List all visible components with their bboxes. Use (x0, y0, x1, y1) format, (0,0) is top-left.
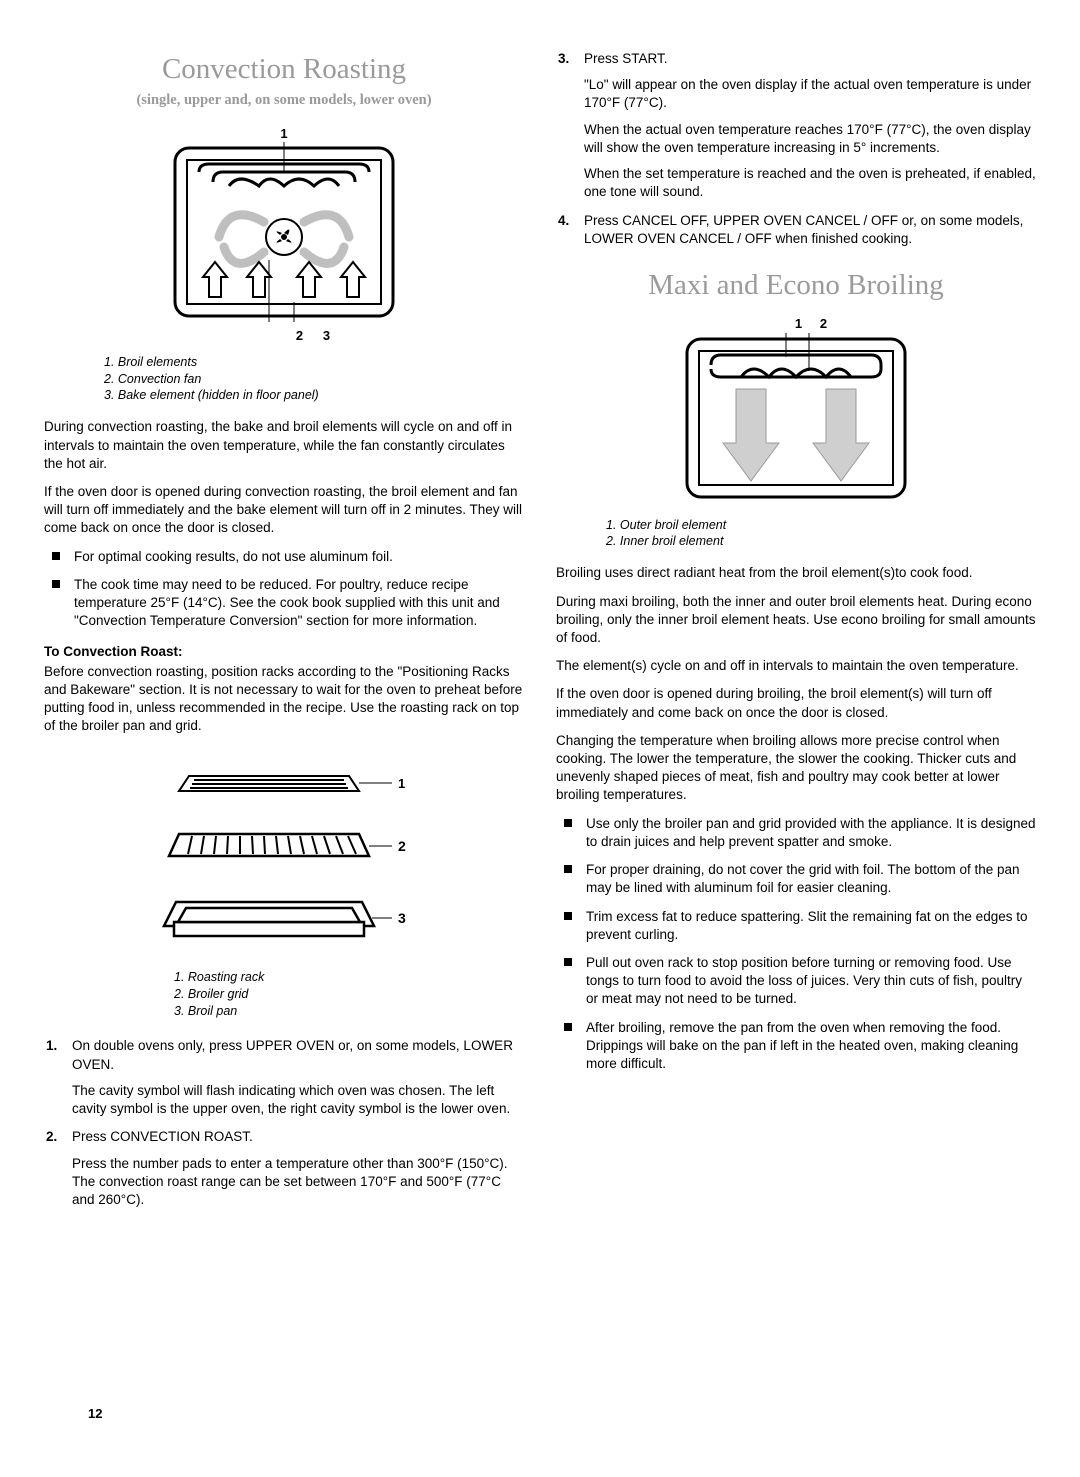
broil-cavity-icon (681, 333, 911, 503)
oven-diagram-legend: 1. Broil elements 2. Convection fan 3. B… (104, 354, 524, 405)
convection-oven-diagram: 1 (44, 125, 524, 346)
maxi-econo-broiling-title: Maxi and Econo Broiling (556, 266, 1036, 305)
bullet-item: Use only the broiler pan and grid provid… (556, 815, 1036, 851)
bullet-item: Pull out oven rack to stop position befo… (556, 954, 1036, 1009)
step-3: Press START. "Lo" will appear on the ove… (556, 50, 1036, 202)
bullet-item: After broiling, remove the pan from the … (556, 1019, 1036, 1074)
legend-item: 1. Broil elements (104, 354, 524, 371)
paragraph: During convection roasting, the bake and… (44, 418, 524, 473)
rack-stack-icon: 1 2 (134, 746, 434, 956)
step-text: Press CANCEL OFF, UPPER OVEN CANCEL / OF… (584, 213, 1023, 246)
bullet-item: For optimal cooking results, do not use … (44, 548, 524, 566)
callout-2: 2 (398, 838, 406, 854)
right-column: Press START. "Lo" will appear on the ove… (556, 50, 1036, 1219)
step-text: Press START. (584, 51, 668, 66)
page-number: 12 (88, 1405, 102, 1423)
legend-item: 2. Convection fan (104, 371, 524, 388)
to-convection-roast-heading: To Convection Roast: (44, 643, 524, 661)
page-columns: Convection Roasting (single, upper and, … (44, 50, 1036, 1219)
left-column: Convection Roasting (single, upper and, … (44, 50, 524, 1219)
broil-diagram-legend: 1. Outer broil element 2. Inner broil el… (606, 517, 1036, 551)
callout-3: 3 (398, 910, 406, 926)
step-text: Press CONVECTION ROAST. (72, 1129, 253, 1144)
step-2: Press CONVECTION ROAST. Press the number… (44, 1128, 524, 1209)
steps-list-left: On double ovens only, press UPPER OVEN o… (44, 1037, 524, 1209)
legend-item: 3. Broil pan (174, 1003, 524, 1020)
step-note: When the set temperature is reached and … (584, 165, 1036, 201)
paragraph: Changing the temperature when broiling a… (556, 732, 1036, 805)
convection-roasting-title: Convection Roasting (44, 50, 524, 89)
paragraph: Broiling uses direct radiant heat from t… (556, 564, 1036, 582)
legend-item: 2. Inner broil element (606, 533, 1036, 550)
step-note: Press the number pads to enter a tempera… (72, 1155, 524, 1210)
rack-diagram-legend: 1. Roasting rack 2. Broiler grid 3. Broi… (174, 969, 524, 1020)
step-1: On double ovens only, press UPPER OVEN o… (44, 1037, 524, 1118)
roasting-rack-diagram: 1 2 (44, 746, 524, 961)
bullet-item: Trim excess fat to reduce spattering. Sl… (556, 908, 1036, 944)
oven-cavity-icon (169, 142, 399, 322)
paragraph: During maxi broiling, both the inner and… (556, 593, 1036, 648)
bullet-list: For optimal cooking results, do not use … (44, 548, 524, 631)
legend-item: 1. Roasting rack (174, 969, 524, 986)
bullet-item: The cook time may need to be reduced. Fo… (44, 576, 524, 631)
legend-item: 1. Outer broil element (606, 517, 1036, 534)
step-text: On double ovens only, press UPPER OVEN o… (72, 1038, 513, 1071)
broil-oven-diagram: 1 2 (556, 315, 1036, 508)
paragraph: The element(s) cycle on and off in inter… (556, 657, 1036, 675)
bullet-item: For proper draining, do not cover the gr… (556, 861, 1036, 897)
convection-roasting-subtitle: (single, upper and, on some models, lowe… (44, 91, 524, 111)
step-note: The cavity symbol will flash indicating … (72, 1082, 524, 1118)
callout-1: 1 (795, 316, 802, 331)
callout-2: 2 (296, 328, 303, 343)
paragraph: If the oven door is opened during convec… (44, 483, 524, 538)
step-note: "Lo" will appear on the oven display if … (584, 76, 1036, 112)
callout-1: 1 (44, 125, 524, 143)
callout-2: 2 (820, 316, 827, 331)
bullet-list: Use only the broiler pan and grid provid… (556, 815, 1036, 1074)
step-4: Press CANCEL OFF, UPPER OVEN CANCEL / OF… (556, 212, 1036, 248)
paragraph: Before convection roasting, position rac… (44, 663, 524, 736)
steps-list-right: Press START. "Lo" will appear on the ove… (556, 50, 1036, 248)
paragraph: If the oven door is opened during broili… (556, 685, 1036, 721)
legend-item: 2. Broiler grid (174, 986, 524, 1003)
step-note: When the actual oven temperature reaches… (584, 121, 1036, 157)
legend-item: 3. Bake element (hidden in floor panel) (104, 387, 524, 404)
callout-3: 3 (323, 328, 330, 343)
callout-1: 1 (398, 776, 405, 791)
